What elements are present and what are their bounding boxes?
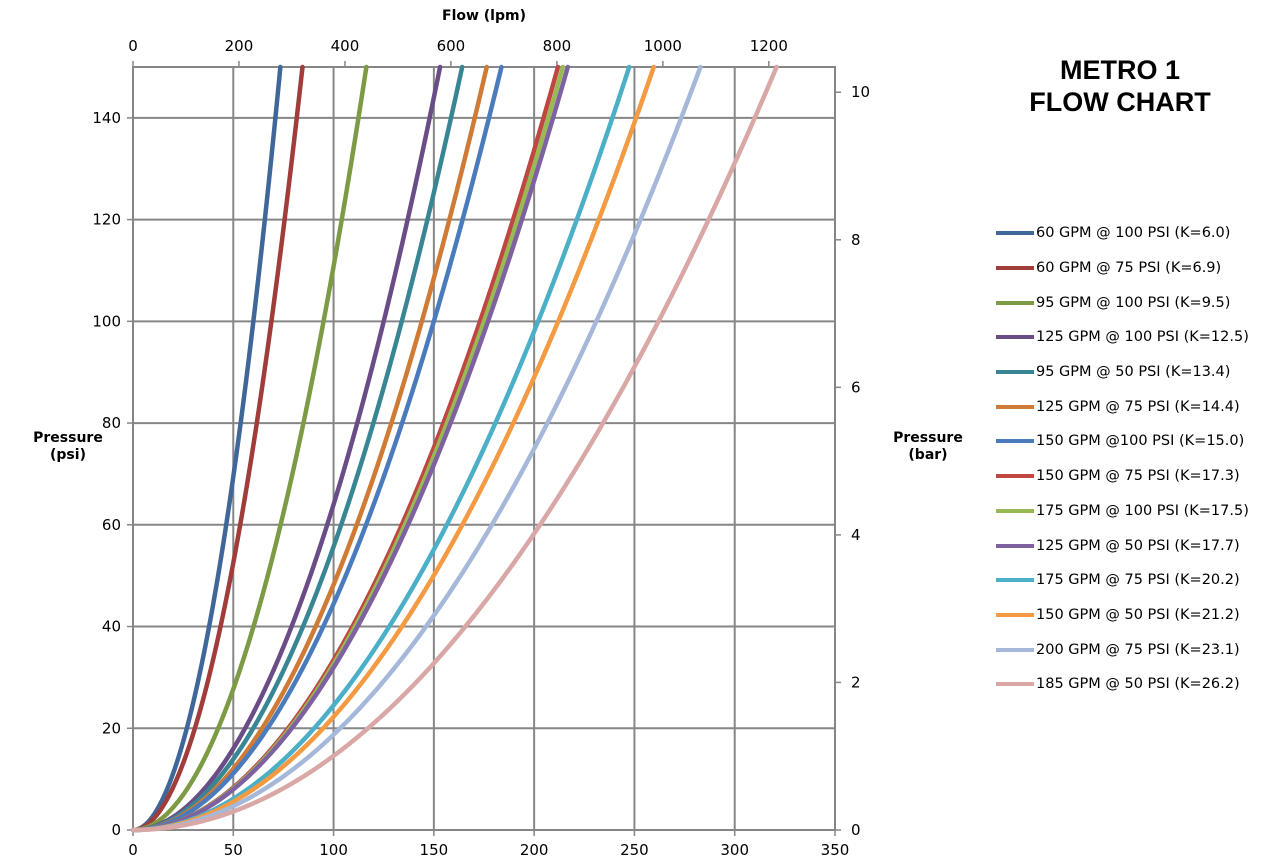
legend-label: 150 GPM @ 75 PSI (K=17.3) [1036,468,1240,485]
legend-item: 150 GPM @100 PSI (K=15.0) [996,424,1249,459]
plot-area [132,66,836,831]
legend-item: 125 GPM @ 75 PSI (K=14.4) [996,389,1249,424]
legend-label: 60 GPM @ 100 PSI (K=6.0) [1036,225,1231,242]
chart-title-line-2: FLOW CHART [1029,87,1211,117]
legend-swatch [996,647,1034,652]
x-bottom-tick-label: 100 [319,841,348,859]
legend-item: 95 GPM @ 50 PSI (K=13.4) [996,355,1249,390]
legend-label: 185 GPM @ 50 PSI (K=26.2) [1036,676,1240,693]
legend-item: 175 GPM @ 100 PSI (K=17.5) [996,494,1249,529]
x-bottom-tick-label: 200 [520,841,549,859]
legend-swatch [996,231,1034,236]
y-right-axis-title-line-2: (bar) [908,447,948,463]
legend-swatch [996,370,1034,375]
legend-item: 95 GPM @ 100 PSI (K=9.5) [996,285,1249,320]
legend-item: 60 GPM @ 75 PSI (K=6.9) [996,251,1249,286]
series-line-7 [130,64,504,833]
legend-label: 95 GPM @ 100 PSI (K=9.5) [1036,294,1231,311]
legend-label: 125 GPM @ 100 PSI (K=12.5) [1036,329,1249,346]
y-left-tick-label: 20 [102,719,121,737]
x-top-tick-label: 1000 [644,37,682,55]
series-line-2 [130,64,305,833]
legend-item: 200 GPM @ 75 PSI (K=23.1) [996,632,1249,667]
chart-title-line-1: METRO 1 [1059,55,1180,85]
x-bottom-tick-label: 250 [620,841,649,859]
y-right-tick-label: 6 [851,378,861,396]
legend-swatch [996,578,1034,583]
legend-label: 125 GPM @ 75 PSI (K=14.4) [1036,398,1240,415]
x-bottom-tick-label: 150 [420,841,449,859]
legend-label: 125 GPM @ 50 PSI (K=17.7) [1036,537,1240,554]
x-top-tick-label: 1200 [750,37,788,55]
legend-item: 125 GPM @ 50 PSI (K=17.7) [996,528,1249,563]
legend-item: 175 GPM @ 75 PSI (K=20.2) [996,563,1249,598]
legend-swatch [996,439,1034,444]
series-line-13 [130,64,703,833]
series-line-5 [130,64,465,833]
legend-item: 60 GPM @ 100 PSI (K=6.0) [996,216,1249,251]
x-bottom-tick-label: 0 [128,841,138,859]
series-line-10 [130,64,571,833]
legend-label: 150 GPM @100 PSI (K=15.0) [1036,433,1245,450]
legend-label: 60 GPM @ 75 PSI (K=6.9) [1036,260,1222,277]
y-left-tick-label: 60 [102,516,121,534]
x-top-tick-label: 400 [331,37,360,55]
y-right-tick-label: 4 [851,526,861,544]
y-right-tick-label: 2 [851,673,861,691]
x-top-tick-label: 0 [128,37,138,55]
y-left-axis-title-line-2: (psi) [50,447,86,463]
x-bottom-tick-label: 350 [821,841,850,859]
legend-item: 185 GPM @ 50 PSI (K=26.2) [996,667,1249,702]
y-right-tick-label: 8 [851,231,861,249]
series-line-14 [130,64,779,833]
y-left-axis-title-line-1: Pressure [33,430,103,446]
y-left-tick-label: 0 [111,821,121,839]
legend-swatch [996,335,1034,340]
y-left-axis-title: Pressure (psi) [18,430,118,464]
series-line-12 [130,64,657,833]
legend-swatch [996,612,1034,617]
legend-swatch [996,474,1034,479]
legend-label: 175 GPM @ 75 PSI (K=20.2) [1036,572,1240,589]
y-left-tick-label: 40 [102,618,121,636]
legend-label: 95 GPM @ 50 PSI (K=13.4) [1036,364,1231,381]
legend-label: 200 GPM @ 75 PSI (K=23.1) [1036,641,1240,658]
x-top-axis-title: Flow (lpm) [442,8,526,24]
legend-label: 175 GPM @ 100 PSI (K=17.5) [1036,502,1249,519]
legend-item: 150 GPM @ 75 PSI (K=17.3) [996,459,1249,494]
legend-swatch [996,508,1034,513]
legend-swatch [996,404,1034,409]
series-line-3 [130,64,369,833]
legend-swatch [996,300,1034,305]
y-left-tick-label: 120 [92,211,121,229]
chart-legend: 60 GPM @ 100 PSI (K=6.0) 60 GPM @ 75 PSI … [996,216,1249,702]
x-bottom-tick-label: 300 [720,841,749,859]
x-top-tick-label: 800 [543,37,572,55]
legend-swatch [996,682,1034,687]
series-line-1 [130,64,283,833]
legend-label: 150 GPM @ 50 PSI (K=21.2) [1036,606,1240,623]
legend-swatch [996,543,1034,548]
y-right-tick-label: 10 [851,83,870,101]
legend-item: 150 GPM @ 50 PSI (K=21.2) [996,598,1249,633]
legend-item: 125 GPM @ 100 PSI (K=12.5) [996,320,1249,355]
x-top-tick-label: 600 [437,37,466,55]
y-left-tick-label: 140 [92,109,121,127]
y-right-axis-title: Pressure (bar) [878,430,978,464]
y-left-tick-label: 80 [102,414,121,432]
y-right-axis-title-line-1: Pressure [893,430,963,446]
legend-swatch [996,266,1034,271]
x-bottom-tick-label: 50 [224,841,243,859]
chart-title: METRO 1 FLOW CHART [1000,54,1240,118]
y-left-tick-label: 100 [92,312,121,330]
x-top-tick-label: 200 [225,37,254,55]
y-right-tick-label: 0 [851,821,861,839]
